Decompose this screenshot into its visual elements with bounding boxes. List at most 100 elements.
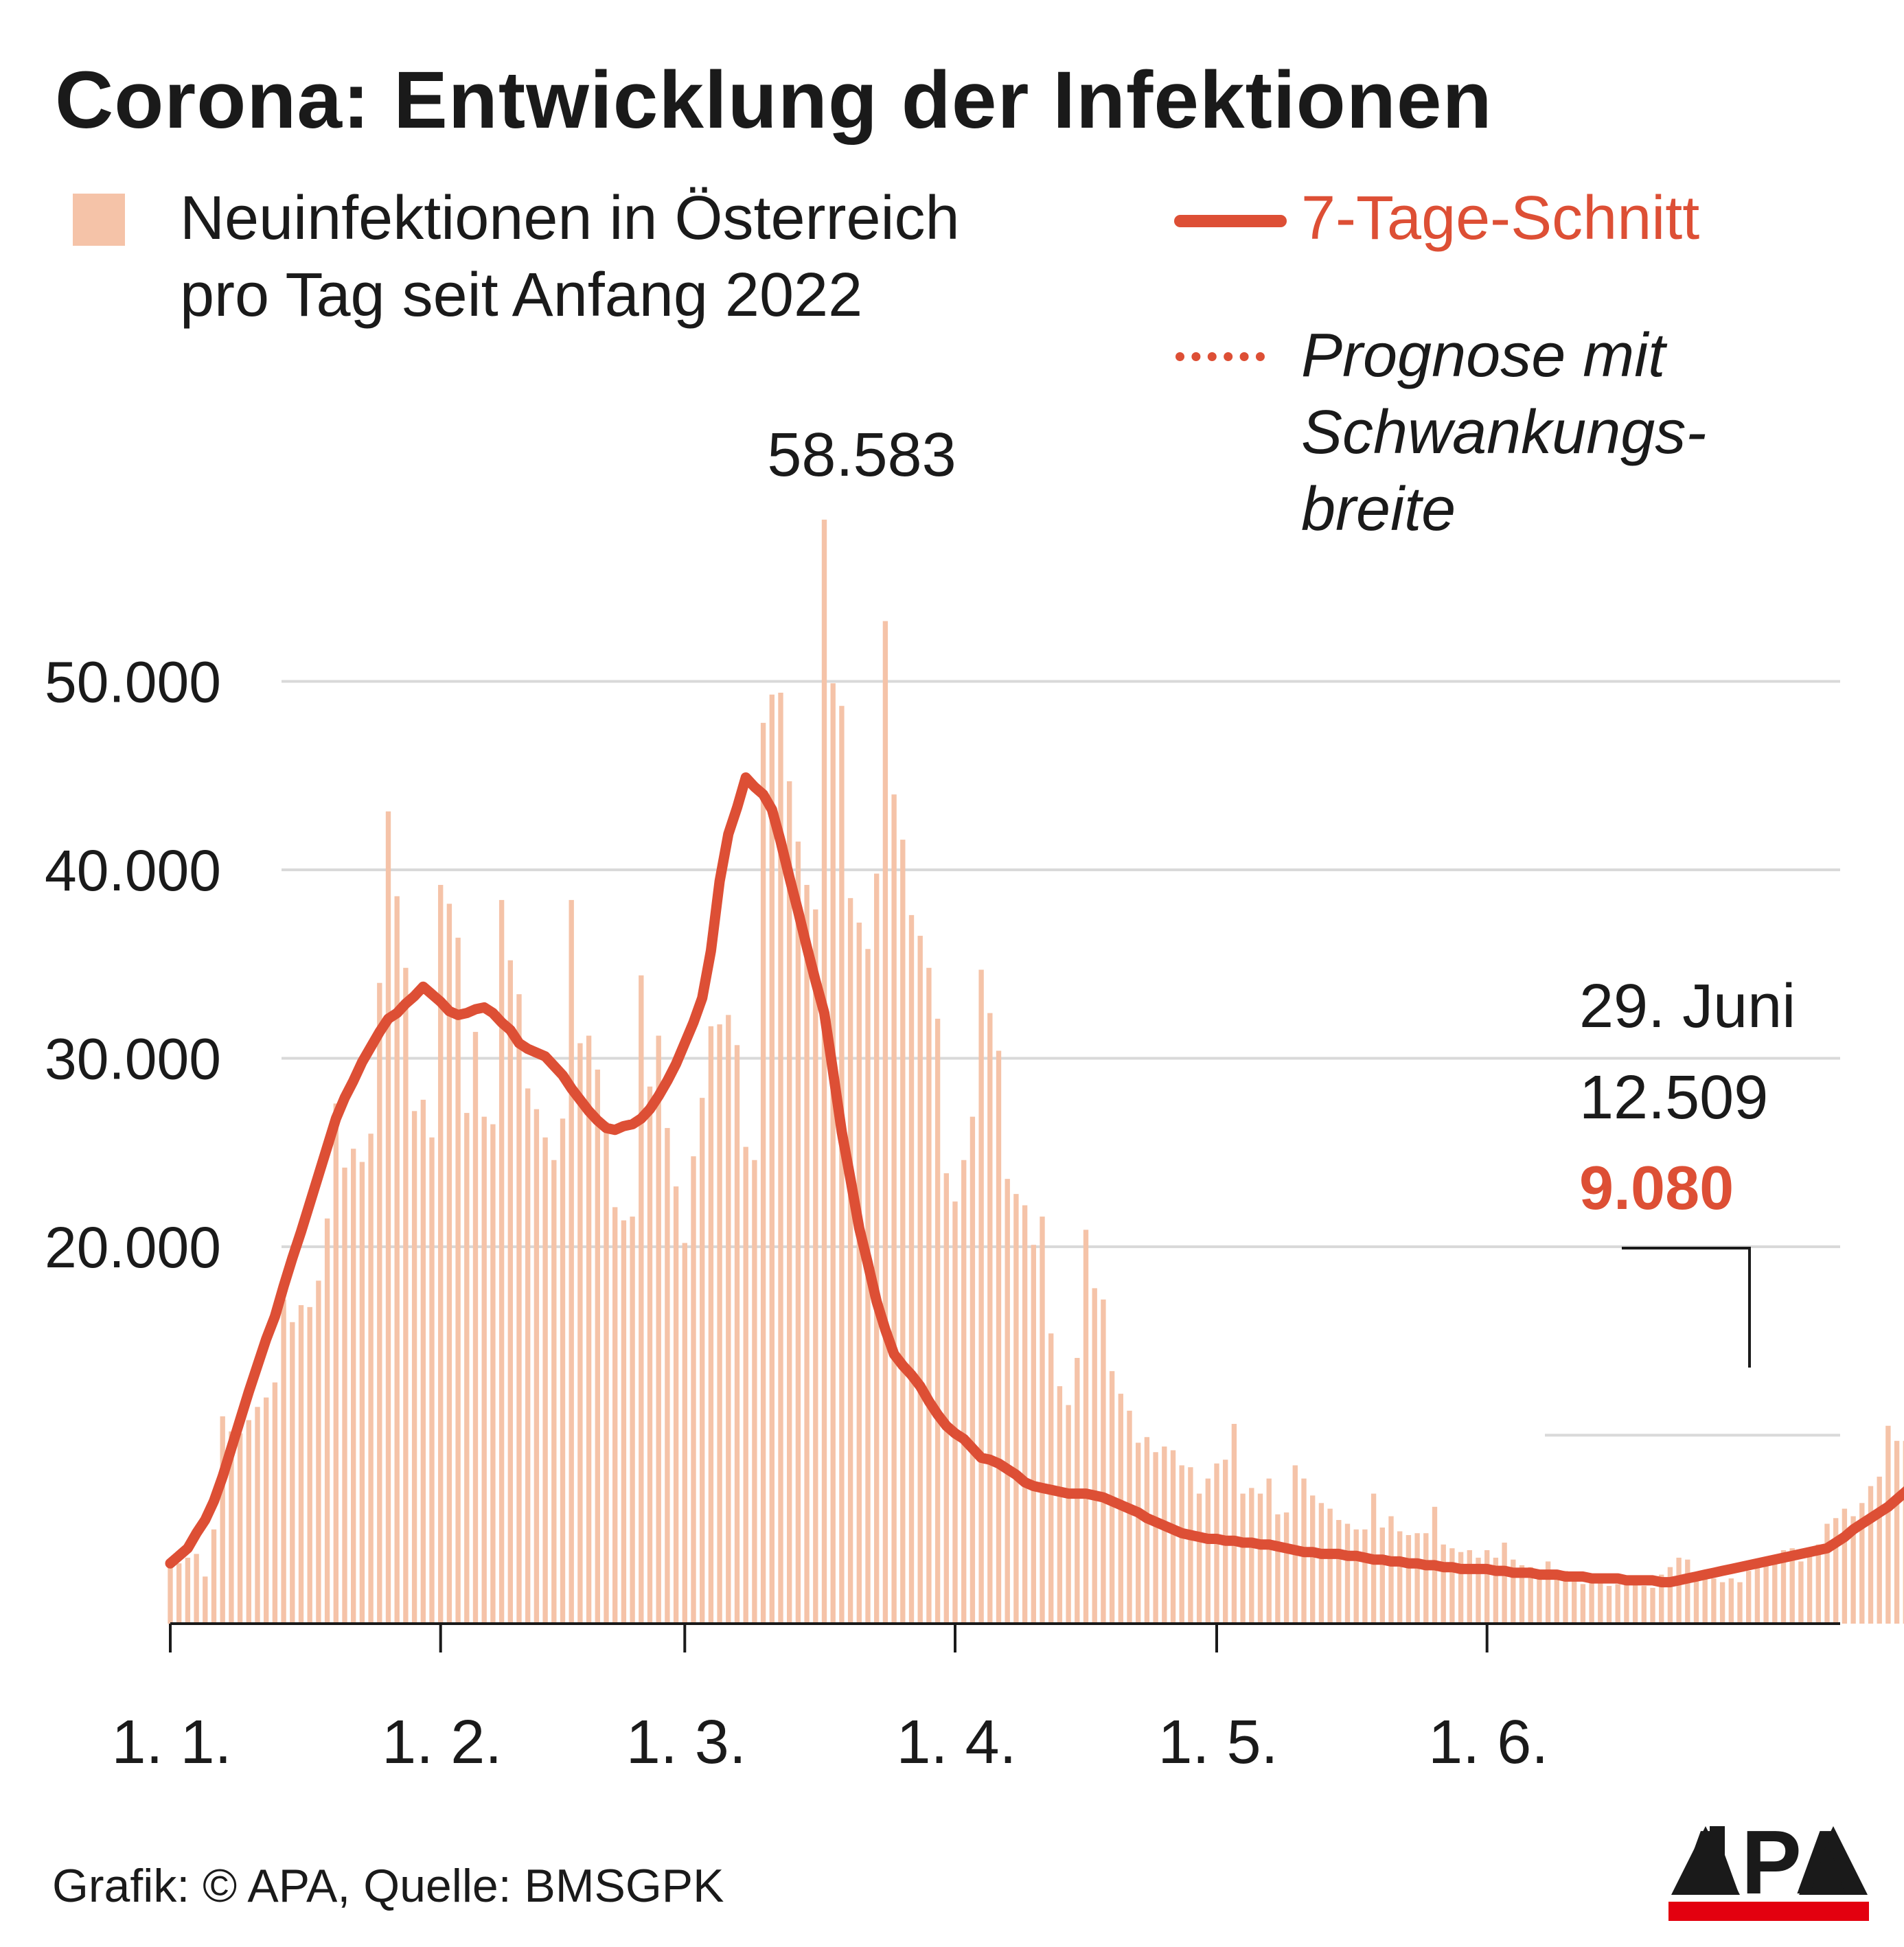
bar bbox=[1903, 1440, 1904, 1624]
bar bbox=[455, 937, 461, 1624]
bar bbox=[290, 1322, 295, 1624]
bar bbox=[194, 1554, 199, 1624]
apa-logo: APA bbox=[1668, 1812, 1869, 1921]
bar bbox=[1467, 1549, 1472, 1624]
bar bbox=[1798, 1561, 1804, 1624]
bar bbox=[542, 1137, 548, 1624]
bar bbox=[1598, 1580, 1603, 1624]
bar bbox=[961, 1160, 967, 1624]
bar bbox=[1101, 1299, 1106, 1624]
callout-leader bbox=[1622, 1247, 1751, 1368]
bar bbox=[1231, 1424, 1237, 1624]
bar bbox=[1789, 1548, 1795, 1624]
bar bbox=[1205, 1478, 1211, 1624]
bar bbox=[316, 1280, 321, 1624]
bar bbox=[1502, 1542, 1507, 1624]
bar bbox=[298, 1305, 304, 1624]
seven-day-average-line bbox=[165, 772, 1904, 1588]
bar bbox=[1257, 1493, 1263, 1624]
bar bbox=[952, 1201, 958, 1624]
bar bbox=[708, 1026, 714, 1624]
bar bbox=[1589, 1578, 1594, 1624]
bar bbox=[429, 1137, 435, 1624]
bar bbox=[1850, 1516, 1856, 1624]
bar bbox=[987, 1013, 993, 1624]
average-line bbox=[165, 772, 1904, 1588]
bar bbox=[377, 982, 382, 1624]
bar bbox=[1022, 1205, 1028, 1624]
bar bbox=[1414, 1533, 1420, 1624]
bar bbox=[1572, 1576, 1577, 1624]
legend-forecast-label-line2: Schwankungs- bbox=[1301, 398, 1707, 467]
bar bbox=[1519, 1565, 1525, 1624]
bar bbox=[1737, 1582, 1743, 1624]
bar bbox=[1667, 1567, 1673, 1624]
chart-title: Corona: Entwicklung der Infektionen bbox=[55, 55, 1493, 146]
end-average-label: 9.080 bbox=[1579, 1154, 1734, 1223]
bar bbox=[1702, 1578, 1708, 1624]
bar bbox=[1458, 1552, 1464, 1624]
bar bbox=[1606, 1586, 1612, 1624]
bar bbox=[237, 1433, 243, 1624]
bar bbox=[551, 1160, 557, 1624]
legend-bars-label-line2: pro Tag seit Anfang 2022 bbox=[180, 261, 863, 330]
bar bbox=[1711, 1578, 1717, 1624]
bar bbox=[1092, 1288, 1097, 1624]
bar bbox=[481, 1116, 487, 1624]
bar bbox=[569, 899, 574, 1624]
bar bbox=[630, 1217, 635, 1624]
bar bbox=[1894, 1440, 1900, 1624]
bar bbox=[1423, 1533, 1429, 1624]
bar bbox=[368, 1133, 374, 1624]
bar bbox=[839, 706, 845, 1624]
bar bbox=[411, 1111, 417, 1624]
bar bbox=[1057, 1386, 1063, 1624]
gridlines bbox=[282, 680, 1840, 1437]
bar bbox=[498, 899, 505, 1624]
bar bbox=[307, 1306, 312, 1624]
bar bbox=[534, 1109, 540, 1624]
bar bbox=[1493, 1557, 1499, 1624]
bar bbox=[1528, 1567, 1533, 1624]
bar bbox=[1162, 1446, 1167, 1624]
bar bbox=[1693, 1574, 1699, 1624]
apa-logo-mark-p bbox=[1710, 1826, 1725, 1895]
bar bbox=[856, 922, 862, 1624]
bar bbox=[464, 1113, 470, 1624]
bar bbox=[882, 621, 888, 1624]
bar bbox=[900, 840, 906, 1624]
bar bbox=[830, 683, 836, 1624]
bar bbox=[1815, 1544, 1821, 1624]
bar bbox=[351, 1149, 356, 1624]
bar bbox=[934, 1018, 941, 1624]
source-credit: Grafik: © APA, Quelle: BMSGPK bbox=[52, 1860, 724, 1912]
legend-line-label: 7-Tage-Schnitt bbox=[1301, 184, 1700, 253]
bar bbox=[908, 914, 915, 1624]
bar bbox=[1859, 1503, 1865, 1624]
bar bbox=[1868, 1486, 1874, 1624]
bar bbox=[1283, 1512, 1289, 1624]
bar bbox=[1659, 1574, 1664, 1624]
bar bbox=[438, 884, 444, 1624]
bar bbox=[926, 967, 932, 1624]
bar bbox=[472, 1032, 479, 1624]
bar bbox=[1179, 1465, 1184, 1624]
bar bbox=[1170, 1450, 1176, 1624]
bar bbox=[560, 1118, 566, 1624]
bar bbox=[176, 1563, 182, 1624]
bar bbox=[490, 1124, 496, 1624]
x-tick-label: 1. 3. bbox=[626, 1708, 746, 1777]
bar bbox=[612, 1207, 618, 1624]
x-axis-labels: 1. 1. 1. 2. 1. 3. 1. 4. 1. 5. 1. 6. bbox=[111, 1708, 1548, 1777]
bar bbox=[1537, 1571, 1542, 1624]
bar bbox=[1554, 1574, 1559, 1624]
bar bbox=[1292, 1465, 1298, 1624]
daily-bars bbox=[168, 519, 1904, 1624]
bar bbox=[1650, 1587, 1655, 1624]
bar bbox=[525, 1088, 531, 1624]
bar bbox=[1336, 1520, 1342, 1624]
bar bbox=[1388, 1516, 1394, 1624]
bar bbox=[1153, 1452, 1158, 1624]
bar bbox=[700, 1098, 705, 1624]
